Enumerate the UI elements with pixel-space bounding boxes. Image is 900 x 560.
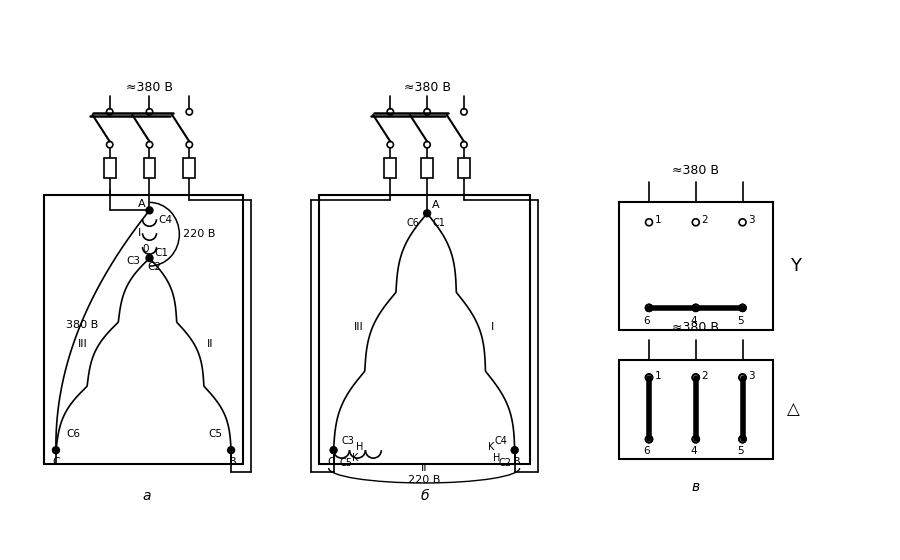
- Text: 1: 1: [655, 215, 661, 225]
- Text: C5: C5: [339, 458, 352, 468]
- Text: C3: C3: [127, 256, 140, 266]
- Bar: [458, 157, 470, 178]
- Text: C: C: [328, 457, 336, 467]
- Text: C: C: [52, 457, 59, 467]
- Text: A: A: [138, 199, 146, 209]
- Text: I: I: [138, 228, 141, 238]
- Text: 4: 4: [690, 316, 698, 326]
- Circle shape: [511, 447, 518, 454]
- Bar: [319, 195, 529, 464]
- Text: III: III: [354, 322, 364, 332]
- Text: C4: C4: [158, 215, 173, 225]
- Text: 3: 3: [749, 215, 755, 225]
- Circle shape: [146, 255, 153, 262]
- Text: 3: 3: [749, 371, 755, 381]
- Text: 0: 0: [142, 244, 148, 254]
- Text: 5: 5: [737, 446, 744, 456]
- Text: 6: 6: [644, 446, 651, 456]
- Text: в: в: [692, 480, 700, 494]
- Bar: [421, 157, 433, 178]
- Bar: [143, 157, 156, 178]
- Circle shape: [146, 207, 153, 214]
- Bar: [44, 195, 243, 464]
- Text: ≈380 В: ≈380 В: [672, 321, 719, 334]
- Text: I: I: [491, 322, 494, 332]
- Text: C4: C4: [494, 436, 508, 446]
- Text: C1: C1: [155, 248, 168, 258]
- Text: A: A: [432, 200, 440, 211]
- Text: 5: 5: [737, 316, 744, 326]
- Text: C3: C3: [341, 436, 354, 446]
- Text: K: K: [352, 453, 359, 463]
- Text: 1: 1: [655, 371, 661, 381]
- Circle shape: [424, 210, 430, 217]
- Bar: [184, 157, 195, 178]
- Text: 2: 2: [702, 215, 708, 225]
- Text: C5: C5: [208, 429, 222, 439]
- Text: а: а: [142, 489, 151, 503]
- Text: K: K: [488, 442, 494, 452]
- Text: H: H: [356, 442, 363, 452]
- Text: II: II: [207, 339, 213, 349]
- Text: C1: C1: [433, 218, 446, 228]
- Circle shape: [330, 447, 338, 454]
- Bar: [619, 202, 773, 330]
- Text: C6: C6: [67, 429, 81, 439]
- Text: Y: Y: [790, 257, 801, 275]
- Bar: [384, 157, 396, 178]
- Text: 4: 4: [690, 446, 698, 456]
- Text: 380 В: 380 В: [66, 320, 98, 330]
- Text: 220 В: 220 В: [408, 475, 440, 485]
- Text: ≈380 В: ≈380 В: [126, 81, 173, 95]
- Text: C6: C6: [407, 218, 419, 228]
- Text: 2: 2: [702, 371, 708, 381]
- Text: B: B: [513, 457, 520, 467]
- Text: C2: C2: [499, 458, 511, 468]
- Text: II: II: [421, 463, 428, 473]
- Circle shape: [228, 447, 235, 454]
- Text: B: B: [230, 457, 237, 467]
- Text: 220 В: 220 В: [183, 229, 215, 239]
- Text: △: △: [787, 400, 800, 418]
- Text: б: б: [421, 489, 429, 503]
- Text: 6: 6: [644, 316, 651, 326]
- Text: H: H: [493, 453, 500, 463]
- Bar: [104, 157, 116, 178]
- Circle shape: [52, 447, 59, 454]
- Bar: [619, 360, 773, 459]
- Text: ≈380 В: ≈380 В: [403, 81, 451, 95]
- Text: C2: C2: [148, 262, 161, 272]
- Text: ≈380 В: ≈380 В: [672, 164, 719, 177]
- Text: III: III: [78, 339, 87, 349]
